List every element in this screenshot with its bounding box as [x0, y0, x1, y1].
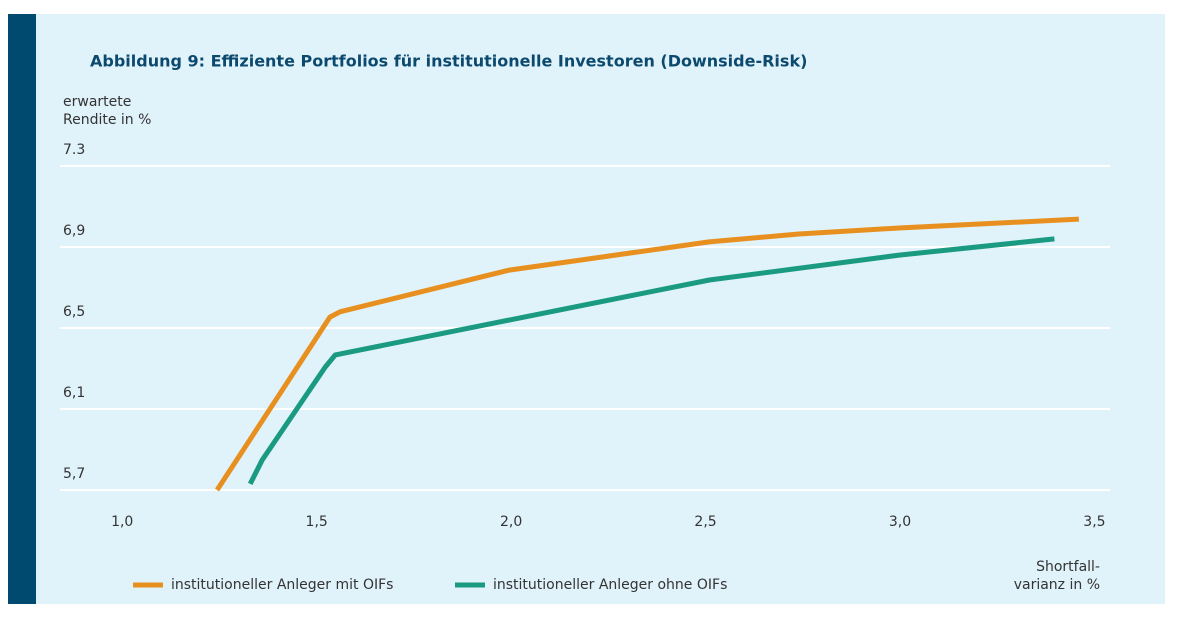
legend-label: institutioneller Anleger ohne OIFs — [493, 577, 727, 593]
chart-title: Abbildung 9: Effiziente Portfolios für i… — [90, 52, 807, 71]
series-line — [247, 236, 1055, 486]
legend-label: institutioneller Anleger mit OIFs — [171, 577, 393, 593]
y-tick-label: 5,7 — [63, 466, 85, 482]
y-tick-label: 6,9 — [63, 223, 85, 239]
accent-bar — [8, 14, 36, 604]
x-tick-label: 3,5 — [1083, 514, 1105, 530]
y-tick-label: 7.3 — [63, 142, 85, 158]
x-tick-label: 1,0 — [111, 514, 133, 530]
x-axis-label: varianz in % — [1014, 577, 1100, 593]
y-axis-label: Rendite in % — [63, 112, 151, 128]
x-tick-label: 2,0 — [500, 514, 522, 530]
y-axis-label: erwartete — [63, 94, 131, 110]
x-tick-label: 3,0 — [889, 514, 911, 530]
panel — [8, 14, 1165, 604]
series-line — [215, 216, 1080, 492]
x-tick-label: 1,5 — [306, 514, 328, 530]
x-axis-label: Shortfall- — [1036, 559, 1100, 575]
y-tick-label: 6,1 — [63, 385, 85, 401]
x-tick-label: 2,5 — [694, 514, 716, 530]
y-tick-label: 6,5 — [63, 304, 85, 320]
